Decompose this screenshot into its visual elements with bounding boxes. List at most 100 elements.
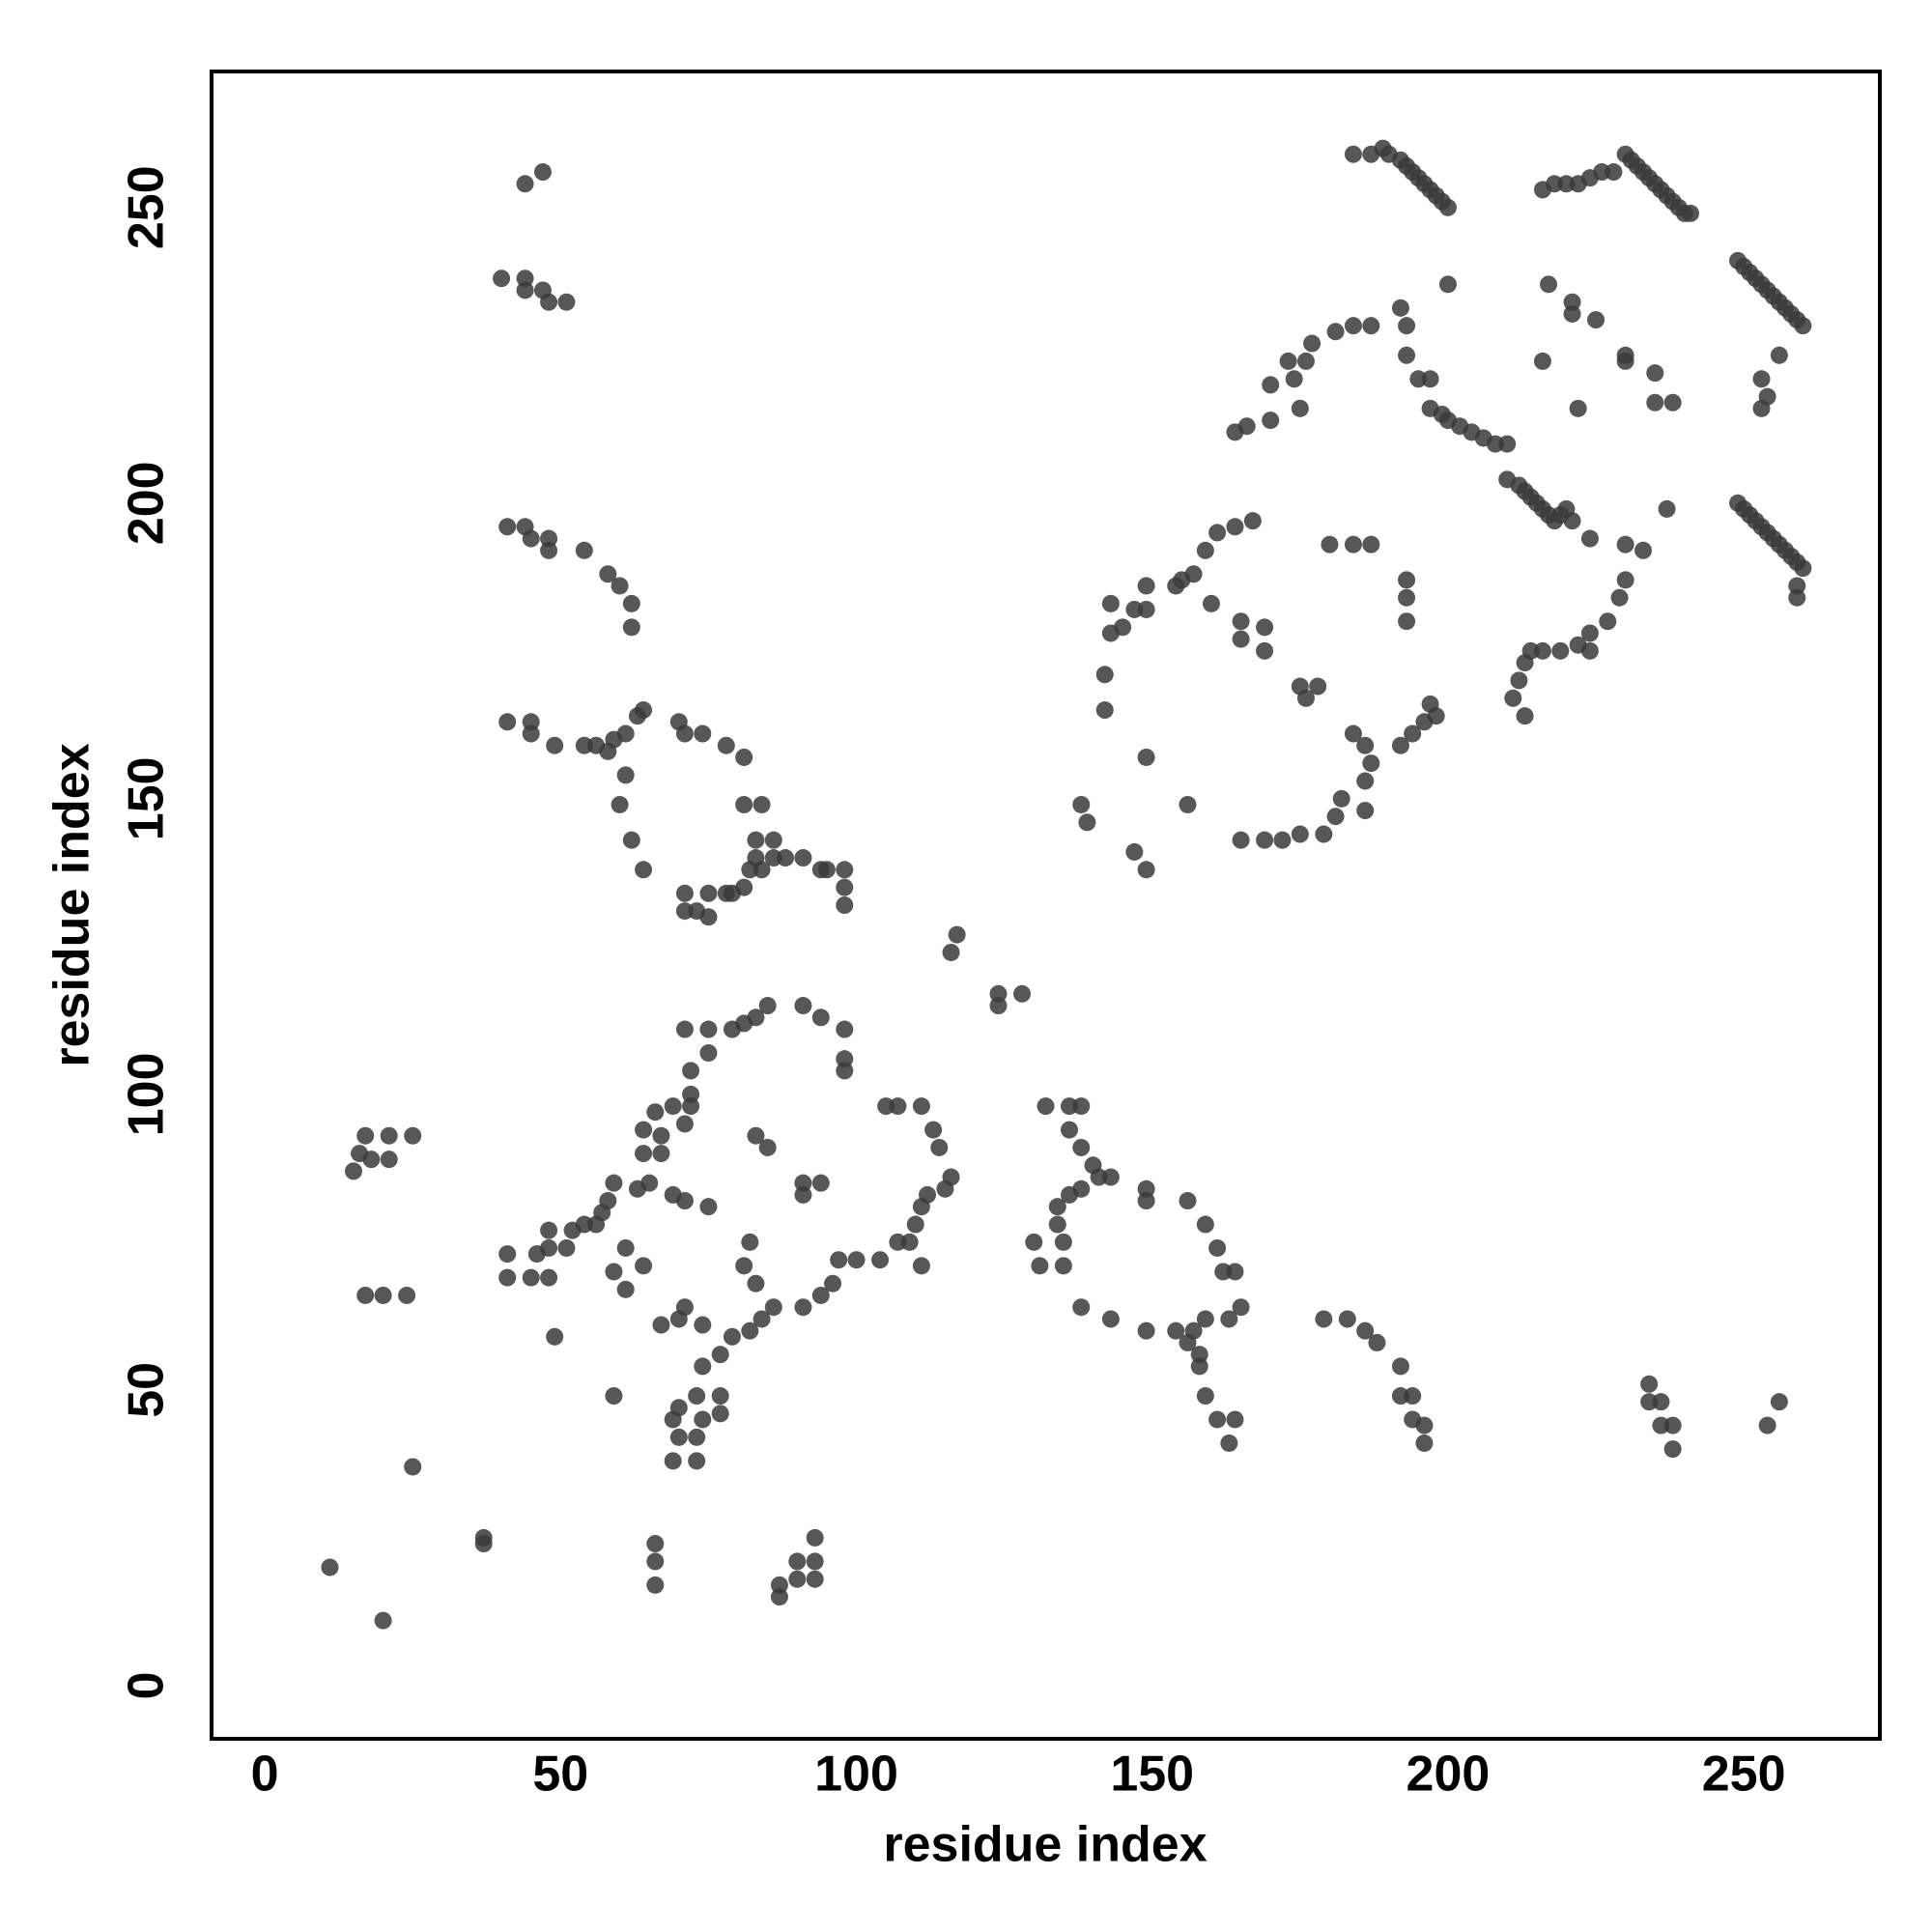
point	[1226, 518, 1244, 536]
point	[1599, 612, 1617, 631]
x-axis-title: residue index	[883, 1817, 1207, 1873]
point	[1256, 641, 1274, 660]
point	[753, 1310, 771, 1328]
point	[1682, 204, 1700, 222]
point	[669, 1428, 688, 1446]
point	[688, 1387, 706, 1406]
point	[1663, 1416, 1682, 1435]
point	[717, 884, 735, 902]
point	[1078, 813, 1096, 832]
point	[1533, 641, 1551, 660]
point	[794, 1298, 812, 1317]
point	[1101, 1310, 1120, 1328]
point	[1114, 618, 1132, 637]
point	[1504, 689, 1522, 707]
point	[1610, 588, 1629, 607]
point	[770, 1588, 788, 1606]
point	[404, 1458, 422, 1476]
point	[635, 861, 653, 879]
point	[936, 1179, 954, 1198]
point	[1658, 499, 1676, 518]
point	[747, 831, 765, 849]
point	[1580, 529, 1599, 548]
point	[1752, 370, 1771, 388]
point	[675, 724, 694, 743]
point	[1404, 724, 1422, 743]
point	[1303, 334, 1321, 353]
point	[622, 594, 640, 612]
point	[1101, 594, 1120, 612]
point	[788, 1570, 807, 1588]
point	[557, 1238, 576, 1257]
point	[694, 724, 712, 743]
point	[675, 1115, 694, 1133]
point	[398, 1286, 416, 1304]
point	[611, 577, 629, 595]
point	[1770, 346, 1788, 364]
point	[1054, 1233, 1072, 1251]
point	[836, 896, 854, 914]
point	[989, 997, 1008, 1015]
point	[1356, 736, 1375, 754]
point	[811, 1009, 830, 1027]
point	[758, 997, 777, 1015]
point	[1179, 1192, 1197, 1210]
point	[1652, 1393, 1670, 1411]
point	[1048, 1198, 1066, 1216]
point	[646, 1535, 665, 1553]
point	[1196, 1387, 1214, 1406]
point	[1137, 748, 1155, 766]
point	[374, 1286, 392, 1304]
point	[735, 748, 753, 766]
point	[1279, 352, 1297, 370]
point	[1208, 1410, 1227, 1429]
point	[1232, 612, 1250, 631]
point	[1232, 1298, 1250, 1317]
y-tick-label: 50	[119, 1362, 175, 1418]
point	[1634, 541, 1653, 559]
point	[321, 1558, 339, 1577]
point	[646, 1552, 665, 1571]
point	[764, 831, 782, 849]
point	[1060, 1185, 1078, 1204]
point	[1338, 1310, 1356, 1328]
point	[1031, 1257, 1049, 1275]
point	[1356, 1321, 1375, 1340]
point	[1551, 641, 1570, 660]
point	[723, 1020, 741, 1038]
point	[1013, 984, 1032, 1003]
point	[788, 1552, 807, 1571]
point	[675, 1020, 694, 1038]
point	[640, 1174, 659, 1192]
point	[1315, 1310, 1333, 1328]
point	[912, 1097, 930, 1116]
point	[1758, 1416, 1776, 1435]
point	[688, 1452, 706, 1470]
point	[1054, 1257, 1072, 1275]
point	[1344, 317, 1362, 335]
point	[735, 795, 753, 813]
point	[516, 281, 534, 299]
point	[1208, 524, 1227, 542]
point	[1640, 1375, 1659, 1393]
point	[1438, 198, 1457, 216]
point	[1309, 677, 1327, 696]
point	[1391, 298, 1409, 317]
point	[699, 1198, 718, 1216]
point	[1137, 1192, 1155, 1210]
point	[1326, 323, 1345, 341]
point	[1794, 559, 1812, 578]
point	[1344, 145, 1362, 163]
point	[711, 1405, 729, 1423]
point	[516, 175, 534, 193]
plot-frame	[210, 70, 1882, 1741]
point	[675, 884, 694, 902]
point	[1315, 825, 1333, 843]
point	[694, 1357, 712, 1376]
point	[493, 270, 511, 288]
point	[806, 1552, 824, 1571]
point	[563, 1221, 582, 1239]
point	[889, 1233, 907, 1251]
point	[356, 1126, 375, 1145]
